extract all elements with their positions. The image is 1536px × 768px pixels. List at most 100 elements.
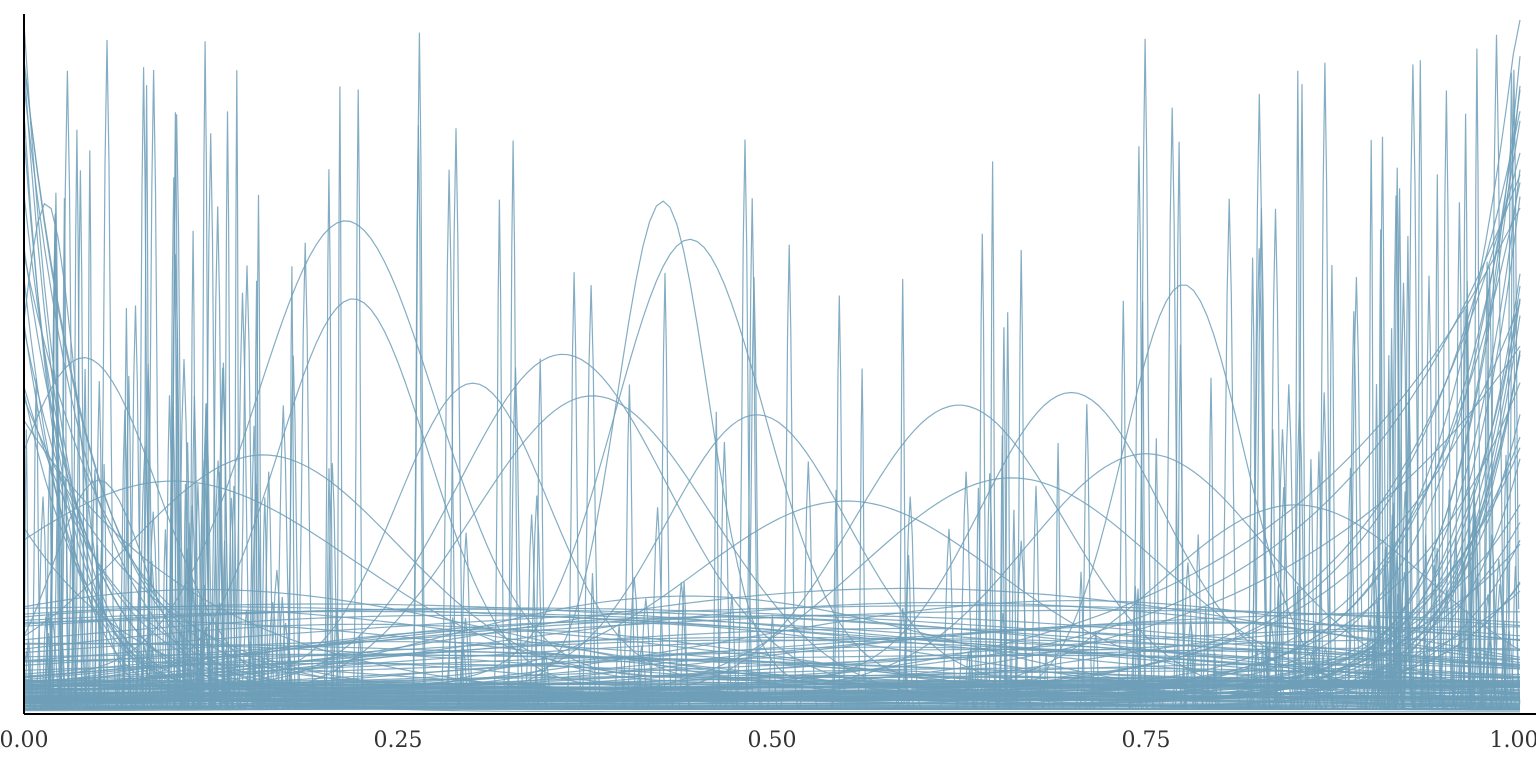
series-spike <box>1176 562 1200 710</box>
series-spike <box>131 445 159 709</box>
series-spike <box>49 462 68 709</box>
series-spike <box>78 368 92 709</box>
series-spike <box>1419 275 1439 709</box>
series-spike <box>1469 48 1484 709</box>
series-spike <box>293 242 318 709</box>
series-spike <box>95 547 108 709</box>
series-spike <box>1391 571 1417 710</box>
series-spike <box>897 496 923 709</box>
series-spike <box>1372 596 1386 710</box>
series-spike <box>1183 650 1196 710</box>
series-spike <box>1365 139 1378 709</box>
series-spike <box>260 602 286 710</box>
series-spike <box>987 161 999 709</box>
series-spike <box>1445 535 1466 709</box>
x-tick-label: 0.00 <box>0 728 48 753</box>
series-spike <box>237 609 256 710</box>
x-tick-label: 0.25 <box>374 728 423 753</box>
series-spike <box>1008 509 1019 709</box>
series-spike <box>710 411 722 709</box>
series-spike <box>937 528 961 709</box>
series-spike <box>1041 652 1051 710</box>
series-spike <box>84 469 106 709</box>
series-spike <box>39 613 58 710</box>
series-spike <box>1115 300 1131 709</box>
series-spike <box>1127 585 1144 710</box>
series-spike <box>1374 546 1399 709</box>
series-spike <box>92 544 103 709</box>
series-spike <box>1204 377 1218 709</box>
series-spike <box>180 522 198 709</box>
series-spike <box>28 378 44 709</box>
series-spike <box>1310 451 1327 709</box>
series-spike <box>779 244 800 709</box>
series-spike <box>622 577 647 710</box>
x-axis-ticks: 0.00 0.25 0.50 0.75 1.00 <box>0 728 1536 753</box>
series-spike <box>171 338 183 709</box>
series-spike <box>1008 540 1034 709</box>
series-spike <box>1263 208 1288 709</box>
series-spike <box>353 634 366 710</box>
series-spike <box>1273 585 1284 709</box>
series-spike <box>1453 308 1479 709</box>
series-spike <box>901 554 916 709</box>
series-spike <box>972 487 985 709</box>
series-spike <box>1392 282 1415 709</box>
series-spike <box>444 128 468 709</box>
series-spike <box>1478 641 1502 710</box>
series-spike <box>171 628 191 710</box>
series-spike <box>742 198 762 709</box>
series-spike <box>744 276 764 709</box>
series-spike <box>409 32 429 709</box>
series-spike <box>1246 650 1268 710</box>
series-spike <box>282 355 304 709</box>
series-spike <box>164 114 189 709</box>
series-spike <box>610 624 628 710</box>
series-spike <box>734 139 756 709</box>
series-spike <box>218 540 231 709</box>
series-spike <box>141 85 153 709</box>
series-spike <box>524 495 549 709</box>
series-spike <box>765 614 780 710</box>
series-spike <box>186 230 200 709</box>
series-spike <box>856 368 869 709</box>
series-lines <box>23 19 1521 713</box>
series-spike <box>630 646 654 710</box>
series-spike <box>1344 311 1364 709</box>
series-spike <box>41 621 65 710</box>
series-spike <box>1292 585 1304 709</box>
series-spike <box>133 646 156 710</box>
series-spike <box>1134 38 1156 709</box>
series-spike <box>350 89 366 709</box>
series-spike <box>491 199 508 709</box>
series-spike <box>577 285 605 709</box>
series-spike <box>334 86 345 709</box>
series-spike <box>896 278 909 709</box>
series-spike <box>644 507 671 709</box>
series-spike <box>797 461 820 709</box>
series-spike <box>38 616 53 710</box>
series-spike <box>281 651 298 710</box>
series-spike <box>84 150 96 709</box>
series-spike <box>250 280 263 709</box>
series-spike <box>321 169 337 709</box>
series-spike <box>240 641 261 710</box>
series-spike <box>974 233 990 709</box>
series-spike <box>830 295 848 709</box>
series-spike <box>1508 565 1521 709</box>
series-spike <box>199 133 223 709</box>
series-spike <box>1421 565 1447 710</box>
series-spike <box>1027 485 1045 709</box>
series-spike <box>1477 650 1495 710</box>
series-spike <box>1313 646 1338 710</box>
series-spike <box>1340 467 1361 709</box>
series-spike <box>1299 651 1326 710</box>
series-spike <box>633 598 658 710</box>
series-spike <box>327 609 346 710</box>
series-spike <box>564 272 585 709</box>
series-spike <box>619 384 639 709</box>
series-spike <box>532 358 549 709</box>
series-spike <box>1400 387 1418 709</box>
series-spike <box>1199 607 1212 710</box>
series-spike <box>216 649 236 710</box>
